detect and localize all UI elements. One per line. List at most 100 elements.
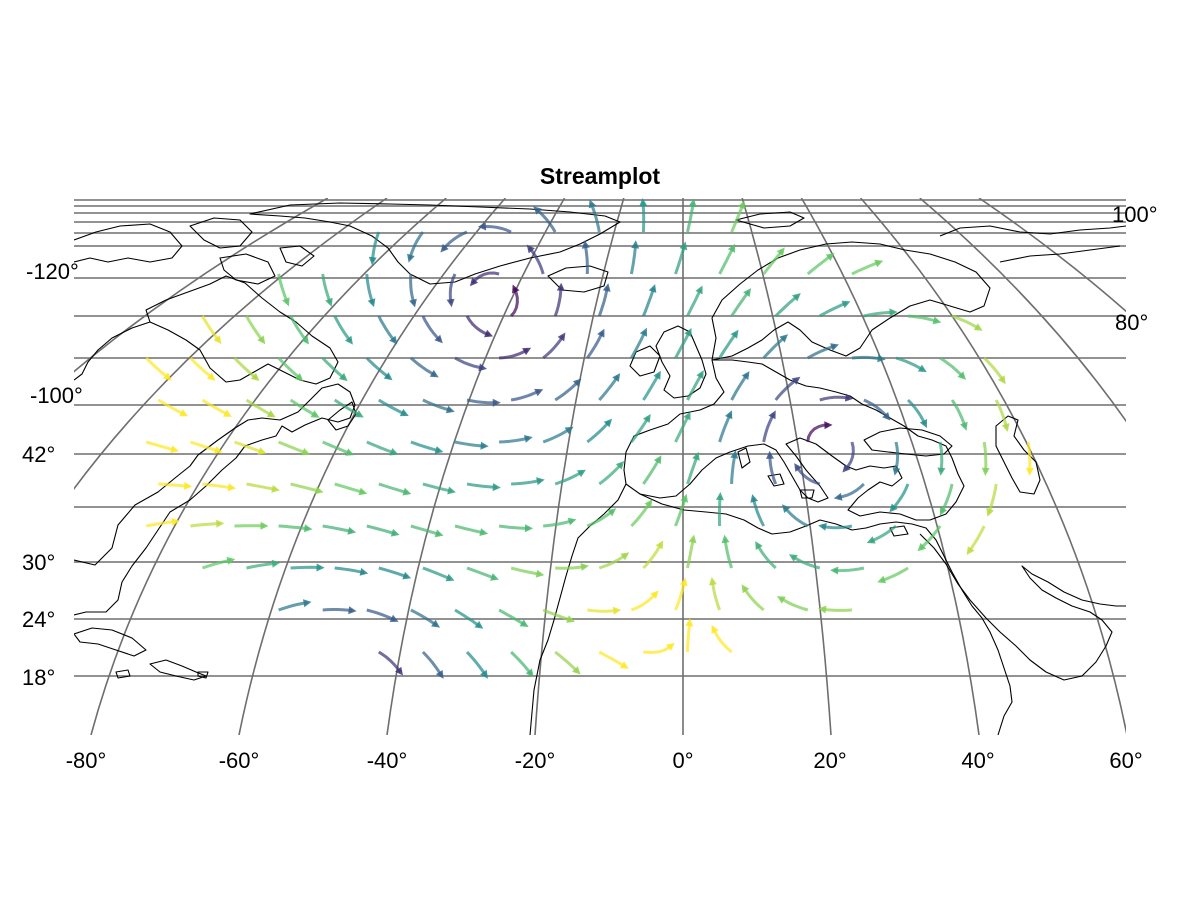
- streamline-segment: [718, 246, 735, 275]
- streamline-segment: [880, 566, 909, 583]
- streamline-segment: [586, 509, 614, 528]
- coastline-caribbean: [74, 627, 209, 681]
- streamline-segment: [674, 497, 687, 527]
- meridian-line: [919, 198, 1126, 423]
- streamline-arrowhead: [477, 222, 487, 231]
- streamline-segment: [448, 273, 457, 304]
- streamline-arrowhead: [692, 451, 700, 461]
- x-tick-label: 60°: [1109, 748, 1142, 773]
- streamline-arrowhead: [776, 247, 785, 257]
- streamline-segment: [542, 608, 572, 622]
- streamline-arrowhead: [889, 503, 898, 513]
- streamline-arrowhead: [721, 534, 730, 544]
- streamline-segment: [807, 344, 836, 360]
- streamline-arrowhead: [179, 409, 189, 417]
- streamline-segment: [586, 331, 604, 359]
- streamline-segment: [1026, 441, 1032, 472]
- streamline-segment: [643, 644, 673, 654]
- streamline-arrowhead: [841, 300, 851, 309]
- streamline-segment: [378, 566, 408, 579]
- streamline-arrowhead: [889, 308, 898, 317]
- streamline-segment: [233, 440, 264, 454]
- streamline-segment: [821, 524, 853, 530]
- left-tick-label: -120°: [26, 259, 79, 284]
- streamline-segment: [742, 586, 765, 612]
- streamline-segment: [951, 314, 980, 330]
- coastline-greenland: [249, 202, 621, 285]
- streamline-arrowhead: [966, 546, 975, 555]
- streamline-arrowhead: [534, 388, 544, 397]
- streamline-arrowhead: [389, 448, 399, 456]
- streamline-arrowhead: [957, 371, 966, 380]
- coastline-labrador: [145, 275, 339, 385]
- streamline-arrowhead: [727, 243, 736, 253]
- streamline-arrowhead: [183, 481, 193, 490]
- x-tick-label: -40°: [367, 748, 408, 773]
- streamline-segment: [589, 202, 601, 233]
- streamline-arrowhead: [776, 596, 786, 604]
- streamline-segment: [630, 330, 647, 359]
- streamline-segment: [201, 315, 221, 342]
- streamline-arrowhead: [818, 605, 827, 614]
- meridian-line: [534, 198, 625, 735]
- streamline-segment: [378, 398, 406, 416]
- meridian-line: [978, 198, 1126, 313]
- streamline-segment: [598, 650, 627, 669]
- streamline-segment: [553, 286, 563, 317]
- streamline-segment: [542, 334, 565, 360]
- streamline-arrowhead: [271, 484, 280, 493]
- streamline-arrowhead: [294, 373, 304, 382]
- streamline-arrowhead: [446, 298, 455, 308]
- streamline-segment: [454, 356, 484, 370]
- streamline-arrowhead: [631, 240, 640, 249]
- streamline-arrowhead: [389, 335, 398, 345]
- streamline-arrowhead: [709, 577, 717, 586]
- left-tick-label: 42°: [22, 442, 55, 467]
- streamline-segment: [245, 398, 273, 417]
- streamline-arrowhead: [741, 371, 750, 380]
- streamline-segment: [730, 373, 749, 401]
- streamline-segment: [189, 356, 214, 380]
- streamline-arrowhead: [986, 507, 994, 517]
- coastline-arabia: [919, 533, 1126, 681]
- meridian-line: [741, 198, 832, 735]
- streamline-segment: [290, 565, 321, 570]
- streamline-segment: [410, 440, 440, 453]
- streamline-segment: [730, 453, 737, 485]
- streamline-arrowhead: [399, 408, 409, 417]
- streamline-segment: [791, 555, 821, 570]
- streamline-arrowhead: [170, 445, 179, 453]
- streamline-arrowhead: [685, 618, 694, 627]
- streamline-segment: [863, 398, 889, 419]
- streamline-arrowhead: [620, 552, 630, 561]
- streamline-segment: [895, 356, 925, 372]
- streamline-segment: [510, 389, 541, 402]
- streamline-arrowhead: [383, 372, 393, 381]
- streamline-arrowhead: [314, 486, 324, 495]
- streamline-segment: [686, 288, 703, 317]
- streamline-segment: [762, 335, 786, 359]
- streamline-arrowhead: [304, 524, 313, 533]
- streamline-segment: [322, 524, 353, 534]
- streamline-arrowhead: [679, 577, 688, 587]
- streamline-segment: [598, 553, 627, 570]
- meridian-line: [800, 198, 980, 735]
- streamline-arrowhead: [791, 376, 801, 385]
- streamline-arrowhead: [580, 563, 589, 571]
- streamline-segment: [535, 207, 557, 233]
- streamline-segment: [642, 543, 663, 570]
- streamline-arrowhead: [960, 421, 968, 431]
- streamline-arrowhead: [213, 446, 223, 454]
- coastline-hudson-bay: [74, 321, 151, 381]
- streamline-segment: [587, 608, 618, 613]
- streamline-arrowhead: [588, 199, 597, 209]
- streamline-arrowhead: [612, 606, 622, 615]
- streamline-arrowhead: [368, 256, 377, 266]
- streamline-segment: [465, 315, 490, 337]
- coastlines: [74, 202, 1126, 735]
- streamline-segment: [686, 372, 704, 401]
- streamline-arrowhead: [695, 285, 703, 295]
- streamline-segment: [543, 519, 574, 528]
- streamline-arrowhead: [266, 410, 276, 418]
